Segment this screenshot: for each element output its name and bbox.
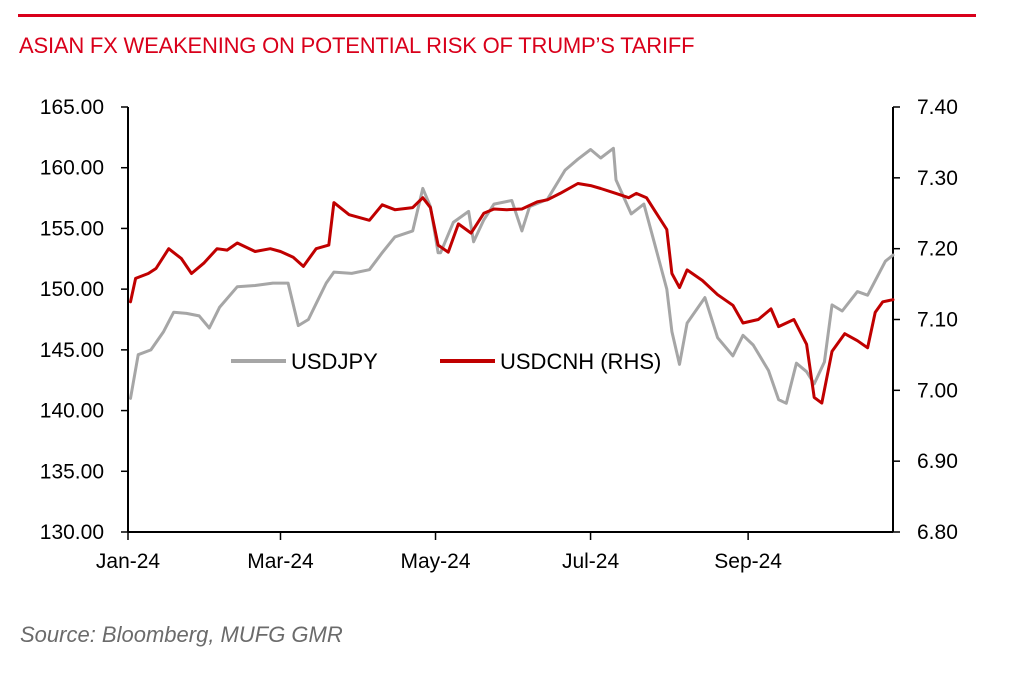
source-note: Source: Bloomberg, MUFG GMR [20,622,343,647]
y-left-tick-label: 140.00 [40,400,104,423]
legend-usdjpy-label: USDJPY [291,349,378,374]
title-rule [18,14,976,17]
y-left-tick-label: 160.00 [40,157,104,180]
y-left-tick-label: 135.00 [40,460,104,483]
y-right-tick-label: 7.00 [917,379,958,402]
chart-series [129,146,895,405]
y-right-tick-label: 6.80 [917,521,958,544]
x-tick-label: Jan-24 [96,550,161,573]
y-right-tick-label: 7.40 [917,96,958,119]
chart-title: ASIAN FX WEAKENING ON POTENTIAL RISK OF … [19,33,695,58]
x-tick-label: Mar-24 [247,550,314,573]
usdjpy-line [129,146,895,405]
chart-axes: 165.00 160.00 155.00 150.00 145.00 140.00 135.… [40,96,958,573]
x-tick-label: Sep-24 [714,550,782,573]
y-left-tick-label: 145.00 [40,339,104,362]
y-right-tick-label: 7.20 [917,238,958,261]
y-left-tick-label: 165.00 [40,96,104,119]
x-tick-label: Jul-24 [562,550,620,573]
y-left-tick-label: 130.00 [40,521,104,544]
y-right-tick-label: 6.90 [917,450,958,473]
y-left-tick-label: 155.00 [40,217,104,240]
y-right-tick-label: 7.10 [917,309,958,332]
y-left-tick-label: 150.00 [40,278,104,301]
usdcnh-line [129,182,895,405]
chart-legend: USDJPY USDCNH (RHS) [231,349,661,374]
x-tick-label: May-24 [401,550,471,573]
y-right-tick-label: 7.30 [917,167,958,190]
legend-usdcnh-label: USDCNH (RHS) [500,349,661,374]
